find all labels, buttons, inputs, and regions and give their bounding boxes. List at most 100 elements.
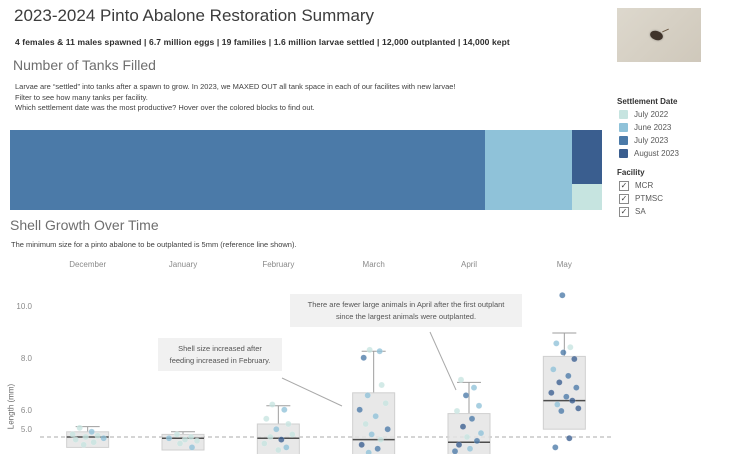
tank-block-jul22[interactable] [571,183,602,210]
data-point[interactable] [285,420,292,428]
data-point[interactable] [554,401,561,408]
data-point[interactable] [377,436,384,443]
data-point[interactable] [376,347,383,355]
tanks-bar-chart[interactable] [10,130,602,210]
data-point[interactable] [261,440,268,447]
data-point[interactable] [289,431,296,438]
color-swatch [619,149,628,158]
data-point[interactable] [72,436,79,443]
data-point[interactable] [181,436,189,443]
annotation-february-growth: Shell size increased after feeding incre… [158,338,282,372]
facility-item-mcr[interactable]: ✓ MCR [619,180,653,191]
tank-block-jul23[interactable] [10,130,485,210]
y-tick-10.0: 10.0 [16,302,32,311]
data-point[interactable] [565,372,572,380]
data-point[interactable] [462,392,470,399]
checkbox-mcr[interactable]: ✓ [619,180,629,191]
legend-label: MCR [635,181,654,190]
data-point[interactable] [468,415,476,423]
data-point[interactable] [80,441,87,449]
data-point[interactable] [283,444,290,451]
data-point[interactable] [550,366,557,373]
data-point[interactable] [358,441,365,449]
data-point[interactable] [365,449,372,456]
data-point[interactable] [466,445,474,452]
tanks-section-heading: Number of Tanks Filled [13,57,156,73]
data-point[interactable] [384,425,391,433]
color-swatch [619,136,628,145]
legend-item-august-2023[interactable]: August 2023 [619,148,679,159]
data-point[interactable] [278,436,285,443]
data-point[interactable] [362,420,369,428]
data-point[interactable] [364,392,371,399]
legend-item-july-2023[interactable]: July 2023 [619,135,668,146]
data-point[interactable] [560,349,567,356]
data-point[interactable] [360,354,367,361]
data-point[interactable] [165,435,173,442]
data-point[interactable] [559,292,566,299]
data-point[interactable] [556,379,563,386]
data-point[interactable] [563,393,570,400]
facility-item-ptmsc[interactable]: ✓ PTMSC [619,193,663,204]
facility-item-sa[interactable]: ✓ SA [619,206,646,217]
data-point[interactable] [368,431,375,438]
data-point[interactable] [451,448,459,455]
data-point[interactable] [477,429,485,437]
growth-section-description: The minimum size for a pinto abalone to … [11,240,297,249]
data-point[interactable] [382,399,389,407]
data-point[interactable] [569,397,576,404]
data-point[interactable] [558,407,565,415]
data-point[interactable] [100,435,107,442]
data-point[interactable] [82,433,89,441]
data-point[interactable] [575,405,582,412]
legend-item-june-2023[interactable]: June 2023 [619,122,671,133]
data-point[interactable] [475,402,483,410]
data-point[interactable] [470,384,478,391]
data-point[interactable] [173,431,181,438]
data-point[interactable] [566,435,573,442]
data-point[interactable] [453,407,461,415]
data-point[interactable] [567,344,574,351]
data-point[interactable] [571,355,578,363]
data-point[interactable] [455,441,463,449]
data-point[interactable] [463,433,471,441]
data-point[interactable] [457,376,465,384]
data-point[interactable] [372,412,379,420]
data-point[interactable] [69,431,76,438]
data-point[interactable] [88,428,95,436]
data-point[interactable] [267,433,274,441]
data-point[interactable] [374,445,381,452]
data-point[interactable] [281,406,288,413]
data-point[interactable] [90,438,97,446]
data-point[interactable] [378,381,385,389]
data-point[interactable] [263,415,270,423]
data-point[interactable] [188,444,196,451]
legend-label: SA [635,207,646,216]
tank-block-jun23[interactable] [484,130,572,210]
data-point[interactable] [356,406,363,413]
checkbox-ptmsc[interactable]: ✓ [619,193,629,204]
tanks-desc-line-2: Filter to see how many tanks per facilit… [15,92,148,102]
legend-item-july-2022[interactable]: July 2022 [619,109,668,120]
data-point[interactable] [193,437,201,445]
data-point[interactable] [552,444,559,451]
data-point[interactable] [176,440,184,447]
data-point[interactable] [269,401,276,408]
data-point[interactable] [366,346,373,354]
growth-plot[interactable] [40,285,612,459]
month-label-april: April [460,260,477,269]
tank-block-aug23[interactable] [571,130,602,184]
data-point[interactable] [573,384,580,391]
y-axis-label: Length (mm) [6,383,16,430]
data-point[interactable] [459,423,467,430]
data-point[interactable] [473,437,481,445]
data-point[interactable] [94,432,101,439]
data-point[interactable] [553,340,560,347]
data-point[interactable] [275,446,282,454]
data-point[interactable] [548,389,555,397]
data-point[interactable] [76,424,83,432]
checkbox-sa[interactable]: ✓ [619,206,629,217]
data-point[interactable] [187,433,195,441]
y-tick-8.0: 8.0 [20,354,32,363]
data-point[interactable] [273,425,280,433]
